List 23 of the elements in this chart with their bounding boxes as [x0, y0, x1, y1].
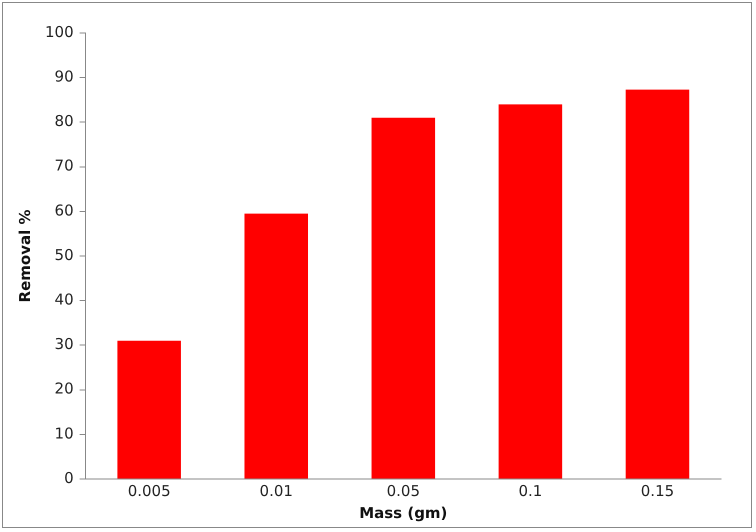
- x-tick-label: 0.005: [128, 482, 171, 500]
- y-tick-label: 70: [54, 156, 74, 175]
- x-tick-label: 0.15: [640, 482, 674, 500]
- y-tick-label: 40: [54, 290, 74, 308]
- x-tick-label: 0.1: [518, 482, 542, 500]
- x-tick-label: 0.05: [386, 482, 420, 500]
- bar: [626, 90, 690, 478]
- bar: [372, 118, 436, 478]
- y-tick-label: 60: [54, 201, 74, 220]
- y-tick-label: 20: [54, 380, 74, 398]
- y-tick-label: 90: [54, 67, 74, 86]
- y-axis-title: Removal %: [16, 210, 34, 302]
- x-axis-title: Mass (gm): [359, 504, 448, 522]
- y-tick-label: 50: [54, 246, 74, 264]
- y-tick-label: 100: [44, 22, 74, 41]
- bar: [244, 214, 308, 478]
- y-tick-label: 10: [54, 424, 74, 442]
- bar: [498, 104, 562, 478]
- y-tick-label: 30: [54, 335, 74, 354]
- bar: [117, 340, 181, 478]
- y-tick-label: 80: [54, 112, 74, 130]
- x-tick-label: 0.01: [260, 482, 293, 500]
- y-tick-label: 0: [64, 468, 74, 487]
